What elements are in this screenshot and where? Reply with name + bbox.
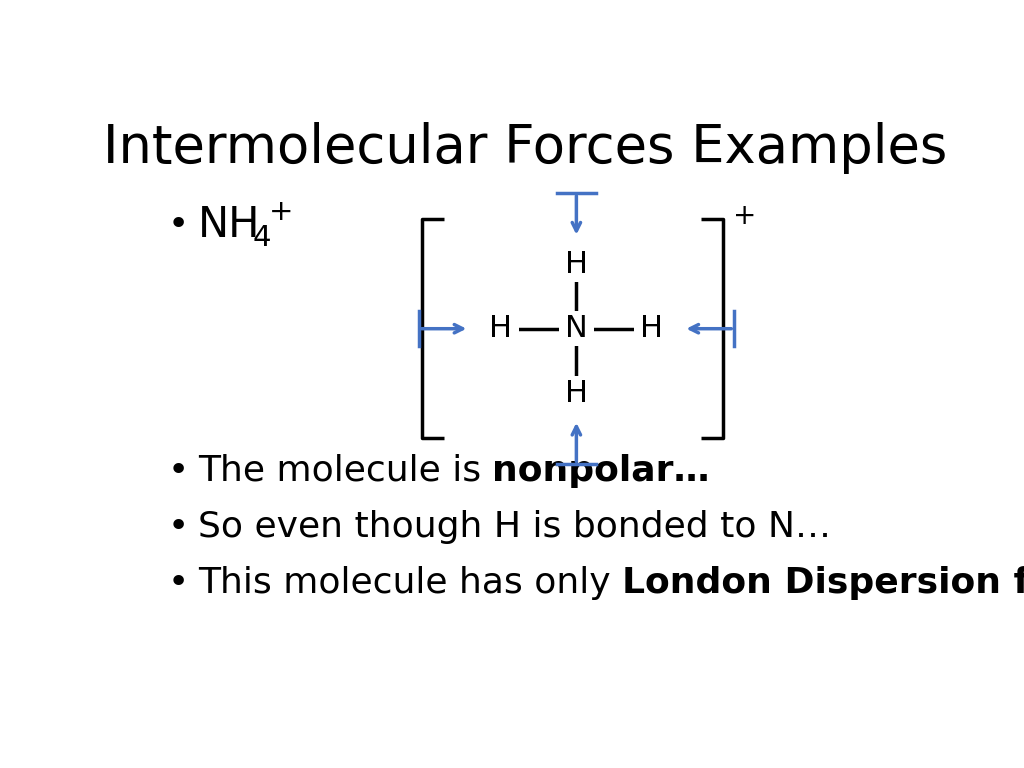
Text: +: + [268, 198, 293, 227]
Text: 4: 4 [253, 224, 271, 252]
Text: H: H [640, 314, 664, 343]
Text: nonpolar…: nonpolar… [493, 454, 710, 488]
Text: •: • [168, 454, 189, 488]
Text: •: • [168, 208, 189, 242]
Text: +: + [733, 202, 756, 230]
Text: This molecule has only: This molecule has only [198, 566, 622, 600]
Text: The molecule is: The molecule is [198, 454, 493, 488]
Text: H: H [565, 379, 588, 408]
Text: •: • [168, 510, 189, 544]
Text: H: H [565, 250, 588, 279]
Text: H: H [489, 314, 512, 343]
Text: N: N [565, 314, 588, 343]
Text: NH: NH [198, 204, 260, 247]
Text: So even though H is bonded to N…: So even though H is bonded to N… [198, 510, 830, 544]
Text: London Dispersion forces.: London Dispersion forces. [622, 566, 1024, 600]
Text: •: • [168, 566, 189, 600]
Text: Intermolecular Forces Examples: Intermolecular Forces Examples [102, 122, 947, 174]
